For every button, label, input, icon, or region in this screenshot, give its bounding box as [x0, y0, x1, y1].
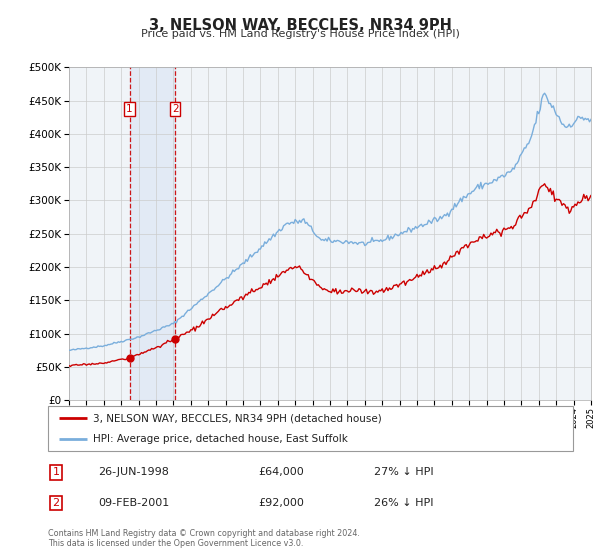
Text: 09-FEB-2001: 09-FEB-2001 [98, 498, 169, 508]
Bar [130, 67, 175, 400]
FancyBboxPatch shape [48, 406, 573, 451]
Text: Contains HM Land Registry data © Crown copyright and database right 2024.
This d: Contains HM Land Registry data © Crown c… [48, 529, 360, 548]
Text: 3, NELSON WAY, BECCLES, NR34 9PH: 3, NELSON WAY, BECCLES, NR34 9PH [149, 18, 451, 33]
Text: 1: 1 [52, 467, 59, 477]
Text: 26% ↓ HPI: 26% ↓ HPI [373, 498, 433, 508]
Text: 2: 2 [52, 498, 59, 508]
Text: 26-JUN-1998: 26-JUN-1998 [98, 467, 169, 477]
Text: 1: 1 [126, 104, 133, 114]
Text: 2: 2 [172, 104, 178, 114]
Text: Price paid vs. HM Land Registry's House Price Index (HPI): Price paid vs. HM Land Registry's House … [140, 29, 460, 39]
Text: 3, NELSON WAY, BECCLES, NR34 9PH (detached house): 3, NELSON WAY, BECCLES, NR34 9PH (detach… [92, 413, 382, 423]
Text: £64,000: £64,000 [258, 467, 304, 477]
Text: HPI: Average price, detached house, East Suffolk: HPI: Average price, detached house, East… [92, 433, 347, 444]
Text: 27% ↓ HPI: 27% ↓ HPI [373, 467, 433, 477]
Text: £92,000: £92,000 [258, 498, 304, 508]
